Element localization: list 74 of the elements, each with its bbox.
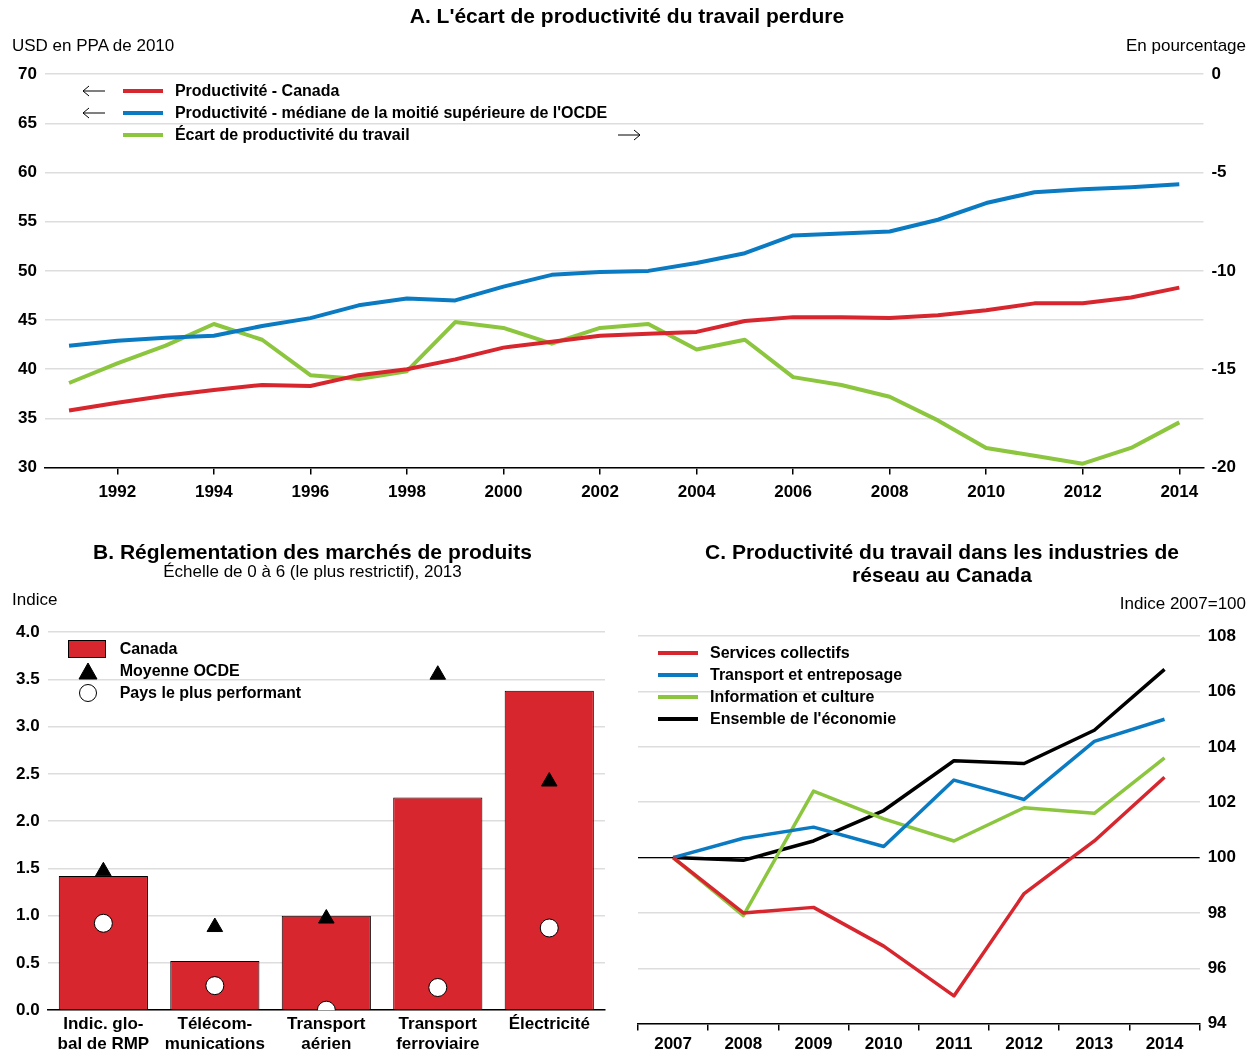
- chart-subtitle: Échelle de 0 à 6 (le plus restrictif), 2013: [163, 562, 462, 582]
- y-tick-label: 70: [17, 63, 37, 83]
- y-axis-title: USD en PPA de 2010: [12, 36, 175, 56]
- chart-title: A. L'écart de productivité du travail perdure: [408, 4, 846, 27]
- x-tick-label: 2004: [677, 482, 717, 502]
- x-tick-label: Transport aérien: [287, 1014, 366, 1054]
- y-tick-label: 1.5: [15, 858, 40, 878]
- x-tick-label: 2010: [864, 1034, 903, 1054]
- x-tick-label: 2010: [967, 482, 1006, 502]
- legend-label: Canada: [119, 640, 178, 659]
- y-tick-label: 45: [17, 309, 37, 329]
- x-tick-label: 1998: [388, 482, 426, 502]
- x-tick-label: 2014: [1160, 482, 1199, 502]
- x-tick-label: 2009: [794, 1034, 833, 1054]
- y2-axis-title: En pourcentage: [1125, 36, 1246, 56]
- legend-label: Productivité - médiane de la moitié supérieure de l'OCDE: [174, 104, 608, 123]
- y2-tick-label: -20: [1211, 457, 1237, 477]
- x-tick-label: 2006: [774, 482, 813, 502]
- y2-tick-label: 104: [1207, 736, 1237, 756]
- legend-label: Écart de productivité du travail: [174, 126, 410, 145]
- y-tick-label: 40: [17, 358, 37, 378]
- x-tick-label: 2002: [581, 482, 619, 502]
- x-tick-label: Indic. glo- bal de RMP: [57, 1014, 150, 1054]
- y-tick-label: 4.0: [15, 621, 40, 641]
- y-tick-label: 3.0: [15, 716, 40, 736]
- x-tick-label: 2013: [1075, 1034, 1114, 1054]
- y2-axis-title: Indice 2007=100: [1119, 594, 1246, 614]
- x-tick-label: 1994: [194, 482, 234, 502]
- y-tick-label: 35: [17, 408, 37, 428]
- y2-tick-label: 94: [1207, 1013, 1228, 1033]
- y2-tick-label: -5: [1211, 162, 1227, 182]
- x-tick-label: 2008: [870, 482, 909, 502]
- x-tick-label: 2007: [654, 1034, 693, 1054]
- y2-tick-label: 96: [1207, 957, 1227, 977]
- legend-label: Information et culture: [710, 688, 875, 707]
- y-tick-label: 30: [17, 457, 37, 477]
- chart-title: C. Productivité du travail dans les industries de réseau au Canada: [704, 540, 1180, 586]
- y-tick-label: 60: [17, 162, 37, 182]
- y-tick-label: 1.0: [15, 905, 40, 925]
- y2-tick-label: -10: [1211, 260, 1237, 280]
- legend-label: Productivité - Canada: [174, 82, 340, 101]
- y-tick-label: 0.0: [15, 999, 40, 1019]
- y-tick-label: 65: [17, 113, 37, 133]
- y-tick-label: 55: [17, 211, 37, 231]
- legend-label: Transport et entreposage: [710, 666, 903, 685]
- x-tick-label: Télécom- munications: [164, 1014, 265, 1054]
- x-tick-label: 2012: [1063, 482, 1102, 502]
- x-tick-label: 2012: [1005, 1034, 1044, 1054]
- y2-tick-label: 108: [1207, 625, 1237, 645]
- x-tick-label: 1992: [98, 482, 137, 502]
- x-tick-label: 2000: [484, 482, 523, 502]
- y-axis-title: Indice: [12, 590, 58, 610]
- y-tick-label: 0.5: [15, 952, 40, 972]
- y2-tick-label: 0: [1211, 63, 1221, 83]
- y2-tick-label: 100: [1207, 847, 1237, 867]
- x-tick-label: Transport ferroviaire: [396, 1014, 480, 1054]
- legend-label: Moyenne OCDE: [119, 662, 240, 681]
- y-tick-label: 2.5: [15, 763, 40, 783]
- legend-label: Services collectifs: [710, 644, 850, 663]
- x-tick-label: Électricité: [508, 1014, 590, 1034]
- legend-label: Pays le plus performant: [119, 684, 302, 703]
- x-tick-label: 1996: [291, 482, 330, 502]
- y2-tick-label: -15: [1211, 358, 1237, 378]
- y-tick-label: 2.0: [15, 810, 40, 830]
- chart-title: B. Réglementation des marchés de produits: [92, 540, 533, 563]
- legend-label: Ensemble de l'économie: [710, 710, 897, 729]
- x-tick-label: 2008: [724, 1034, 763, 1054]
- y-tick-label: 3.5: [15, 669, 40, 689]
- y2-tick-label: 106: [1207, 681, 1237, 701]
- x-tick-label: 2011: [935, 1034, 973, 1054]
- y2-tick-label: 98: [1207, 902, 1227, 922]
- x-tick-label: 2014: [1145, 1034, 1184, 1054]
- y2-tick-label: 102: [1207, 791, 1237, 811]
- y-tick-label: 50: [17, 260, 37, 280]
